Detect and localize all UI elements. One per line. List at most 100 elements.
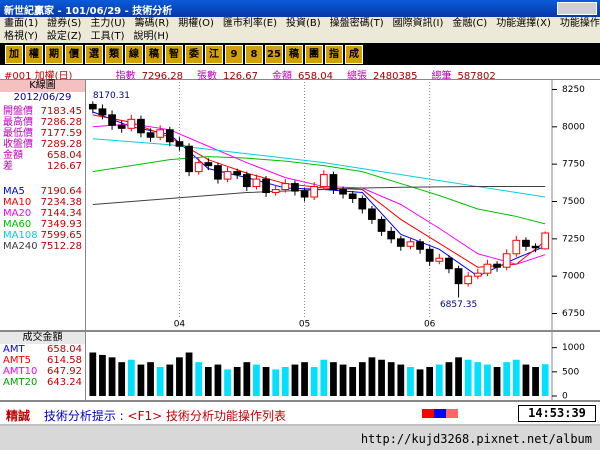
ma-label: MA20 bbox=[3, 208, 32, 219]
menu-item[interactable]: 主力(U) bbox=[90, 18, 126, 29]
volume-bar bbox=[378, 359, 385, 396]
volume-bar bbox=[204, 367, 212, 396]
toolbar-button[interactable]: 價 bbox=[65, 45, 83, 64]
quote-value: 7289.28 bbox=[40, 139, 82, 150]
menu-item[interactable]: 說明(H) bbox=[133, 31, 169, 42]
menu-item[interactable]: 匯市利率(E) bbox=[222, 18, 278, 29]
menu-item[interactable]: 格視(Y) bbox=[4, 31, 38, 42]
toolbar-button[interactable]: 稿 bbox=[145, 45, 163, 64]
menu-item[interactable]: 畫面(1) bbox=[4, 18, 39, 29]
menu-item[interactable]: 操盤密碼(T) bbox=[329, 18, 384, 29]
quote-row: 最低價 7177.59 bbox=[0, 128, 85, 139]
menu-item[interactable]: 設定(Z) bbox=[46, 31, 82, 42]
ma-label: MA60 bbox=[3, 219, 32, 230]
candle-body bbox=[531, 245, 540, 249]
menu-item[interactable]: 國際資訊(I) bbox=[392, 18, 444, 29]
toolbar-button[interactable]: 25 bbox=[265, 45, 283, 64]
toolbar-button[interactable]: 線 bbox=[125, 45, 143, 64]
candle-body bbox=[175, 141, 184, 147]
x-tick-label: 05 bbox=[299, 320, 310, 330]
window-buttons[interactable] bbox=[557, 2, 597, 15]
field-value: 7296.28 bbox=[141, 71, 183, 82]
toolbar-button[interactable]: 8 bbox=[245, 45, 263, 64]
volume-bar bbox=[512, 359, 520, 396]
toolbar-button[interactable]: 選 bbox=[85, 45, 103, 64]
toolbar-button[interactable]: 稿 bbox=[285, 45, 303, 64]
candle-body bbox=[425, 248, 434, 262]
menu-item[interactable]: 工具(T) bbox=[90, 31, 125, 42]
candle-body bbox=[146, 132, 155, 138]
amt-label: AMT bbox=[3, 344, 25, 355]
menu-item[interactable]: 期權(O) bbox=[178, 18, 214, 29]
volume-bar bbox=[195, 362, 203, 396]
ma-label: MA108 bbox=[3, 230, 38, 241]
volume-bar bbox=[464, 359, 472, 396]
volume-bar bbox=[397, 364, 405, 396]
volume-bar bbox=[253, 364, 260, 396]
volume-bar bbox=[358, 362, 366, 396]
menu-bar: 格視(Y) 設定(Z) 工具(T) 說明(H) bbox=[0, 30, 600, 43]
volume-bar bbox=[127, 359, 135, 396]
toolbar-button[interactable]: 加 bbox=[5, 45, 23, 64]
candle-body bbox=[396, 238, 405, 247]
candle-body bbox=[329, 174, 338, 191]
candle-body bbox=[464, 275, 473, 285]
candle-body bbox=[291, 183, 299, 192]
ma-label: MA5 bbox=[3, 186, 25, 197]
y-tick-label: 1000 bbox=[562, 343, 585, 353]
volume-bar bbox=[330, 362, 337, 396]
toolbar-button[interactable]: 江 bbox=[205, 45, 223, 64]
candle-body bbox=[502, 253, 511, 268]
x-tick-label: 04 bbox=[174, 320, 186, 330]
amt-value: 647.92 bbox=[47, 366, 82, 377]
toolbar-button[interactable]: 成 bbox=[345, 45, 363, 64]
menu-item[interactable]: 投資(B) bbox=[286, 18, 321, 29]
quote-row: 開盤價 7183.45 bbox=[0, 106, 85, 117]
volume-bar bbox=[99, 354, 106, 396]
candle-body bbox=[377, 218, 386, 232]
amt-value: 658.04 bbox=[47, 344, 82, 355]
volume-bar bbox=[445, 362, 453, 396]
toolbar-button[interactable]: 類 bbox=[105, 45, 123, 64]
watermark: http://kujd3268.pixnet.net/album bbox=[0, 426, 600, 450]
menu-item[interactable]: 籌碼(R) bbox=[134, 18, 170, 29]
amt-row: AMT5 614.58 bbox=[0, 355, 85, 366]
ma-value: 7599.65 bbox=[40, 230, 82, 241]
ma-row: MA108 7599.65 bbox=[0, 230, 85, 241]
quote-row: 金額 658.04 bbox=[0, 150, 85, 161]
toolbar-button[interactable]: 委 bbox=[185, 45, 203, 64]
candle-body bbox=[281, 183, 290, 191]
quote-value: 7286.28 bbox=[40, 117, 82, 128]
menu-item[interactable]: 金融(C) bbox=[452, 18, 488, 29]
field-label: 總筆 bbox=[431, 71, 452, 82]
menu-item[interactable]: 證券(S) bbox=[47, 18, 82, 29]
volume-bar bbox=[243, 362, 251, 396]
toolbar-button[interactable]: 團 bbox=[305, 45, 323, 64]
amt-label: AMT5 bbox=[3, 355, 31, 366]
candle-body bbox=[522, 239, 530, 247]
toolbar-button[interactable]: 9 bbox=[225, 45, 243, 64]
toolbar-button[interactable]: 期 bbox=[45, 45, 63, 64]
volume-bar bbox=[349, 367, 357, 396]
panel-date: 2012/06/29 bbox=[13, 92, 72, 103]
volume-bar bbox=[291, 364, 299, 396]
candle-body bbox=[319, 174, 328, 188]
candle-body bbox=[108, 114, 116, 126]
toolbar-button[interactable]: 指 bbox=[325, 45, 343, 64]
volume-bar bbox=[387, 362, 395, 396]
y-tick-label: 6750 bbox=[562, 309, 585, 319]
candle-body bbox=[416, 241, 424, 250]
volume-bar bbox=[416, 369, 424, 396]
left-panel: K線圖 2012/06/29 開盤價 7183.45 最高價 7286.28 最低價 71… bbox=[0, 80, 86, 330]
y-tick-label: 8250 bbox=[562, 85, 585, 95]
volume-bar bbox=[532, 367, 539, 396]
volume-bar bbox=[522, 364, 530, 396]
y-tick-label: 7000 bbox=[562, 272, 585, 282]
hint-key: <F1> bbox=[127, 409, 163, 423]
menu-item[interactable]: 功能選擇(X) bbox=[496, 18, 551, 29]
toolbar-button[interactable]: 權 bbox=[25, 45, 43, 64]
volume-bar bbox=[301, 362, 308, 396]
toolbar-button[interactable]: 智 bbox=[165, 45, 183, 64]
field-value: 126.67 bbox=[223, 71, 258, 82]
field-label: 指數 bbox=[115, 71, 136, 82]
